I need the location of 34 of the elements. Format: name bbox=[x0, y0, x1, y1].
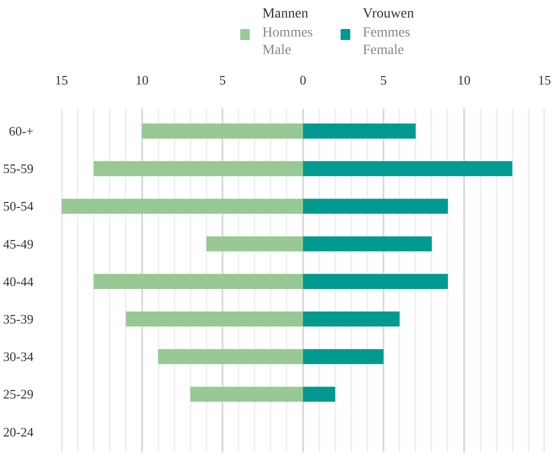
y-tick-label: 50-54 bbox=[3, 198, 34, 214]
bar bbox=[158, 349, 303, 364]
bar bbox=[303, 386, 336, 402]
legend-label: Mannen Hommes Male bbox=[262, 6, 313, 58]
x-tick-label: 15 bbox=[538, 72, 551, 88]
legend-label: Vrouwen Femmes Female bbox=[362, 6, 414, 58]
y-tick-label: 35-39 bbox=[3, 312, 34, 327]
bar bbox=[142, 124, 303, 139]
bar bbox=[94, 161, 303, 176]
y-tick-label: 40-44 bbox=[3, 274, 34, 289]
bar bbox=[303, 124, 416, 139]
x-tick-label: 5 bbox=[219, 72, 226, 88]
bar bbox=[190, 386, 303, 402]
bar bbox=[303, 236, 432, 252]
y-tick-label: 45-49 bbox=[3, 236, 34, 252]
y-tick-label: 30-34 bbox=[3, 349, 34, 364]
y-tick-label: 25-29 bbox=[3, 386, 34, 402]
bar bbox=[206, 236, 303, 252]
bar bbox=[303, 161, 512, 176]
x-tick-label: 0 bbox=[300, 72, 306, 88]
bar bbox=[303, 198, 448, 214]
bar bbox=[126, 312, 303, 327]
bar bbox=[94, 274, 303, 289]
bar bbox=[62, 198, 303, 214]
bar bbox=[303, 274, 448, 289]
y-tick-label: 60-+ bbox=[8, 124, 34, 139]
x-tick-label: 5 bbox=[380, 72, 387, 88]
bar bbox=[303, 312, 400, 327]
y-tick-label: 55-59 bbox=[3, 161, 34, 176]
x-tick-label: 10 bbox=[458, 72, 470, 88]
bar bbox=[303, 349, 384, 364]
x-tick-label: 10 bbox=[136, 72, 148, 88]
y-tick-label: 20-24 bbox=[3, 424, 34, 440]
x-tick-label: 15 bbox=[55, 72, 68, 88]
